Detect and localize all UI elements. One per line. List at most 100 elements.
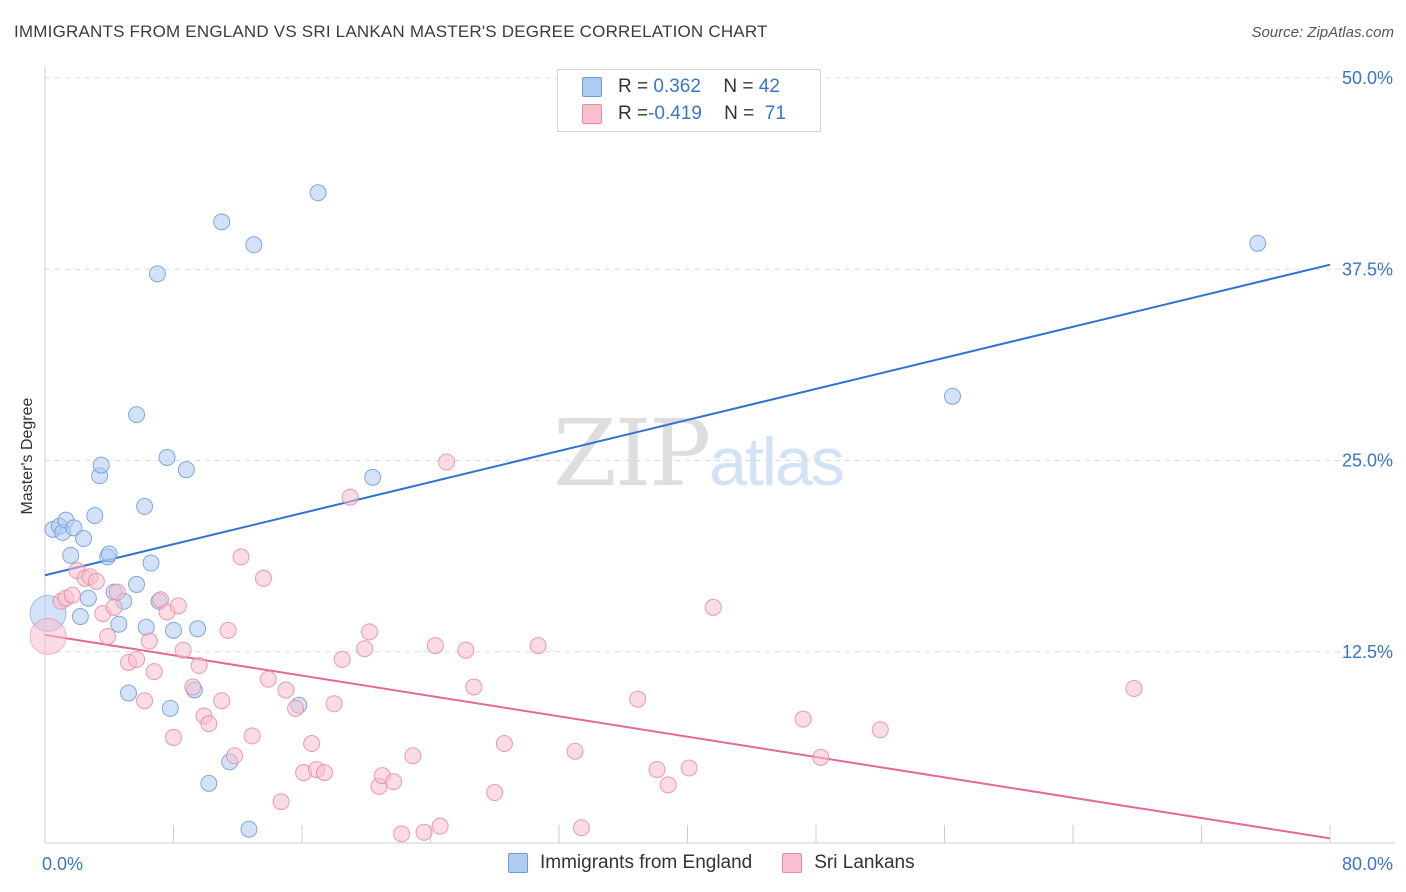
data-point-srilankan (272, 793, 290, 811)
data-point-srilankan (566, 742, 584, 760)
data-point-srilankan (704, 598, 722, 616)
data-point-srilankan (333, 650, 351, 668)
data-point-england (92, 456, 110, 474)
data-point-srilankan (871, 721, 889, 739)
data-point-srilankan (393, 825, 411, 843)
legend-r-value: -0.419 (648, 103, 702, 124)
data-point-srilankan (243, 727, 261, 745)
data-point-england (79, 589, 97, 607)
data-point-england (136, 497, 154, 515)
data-point-srilankan (360, 623, 378, 641)
data-point-england (245, 236, 263, 254)
legend-r-label: R = (618, 103, 649, 124)
data-point-srilankan (226, 747, 244, 765)
data-point-srilankan (190, 657, 208, 675)
data-point-england (944, 387, 962, 405)
legend-r-label: R = (618, 76, 649, 97)
legend-n-label: N = (724, 103, 755, 124)
data-point-srilankan (457, 641, 475, 659)
trend-line-srilankan (44, 633, 1331, 840)
data-point-srilankan (812, 748, 830, 766)
data-point-srilankan (438, 453, 456, 471)
legend-n-value: 71 (764, 103, 786, 124)
data-point-england (86, 507, 104, 525)
data-point-england (62, 546, 80, 564)
source-label: Source: ZipAtlas.com (1251, 24, 1394, 41)
data-point-srilankan (426, 637, 444, 655)
data-point-srilankan (232, 548, 250, 566)
data-point-srilankan (184, 678, 202, 696)
y-tick-label: 50.0% (1342, 68, 1393, 88)
y-axis-label: Master's Degree (19, 397, 36, 515)
data-point-srilankan (1125, 679, 1143, 697)
data-point-srilankan (341, 488, 359, 506)
axes (44, 66, 1395, 844)
gridlines (45, 77, 1395, 653)
data-point-srilankan (486, 784, 504, 802)
legend-row-england: R = 0.362 N = 42 (582, 74, 780, 100)
stats-legend: R = 0.362 N = 42 R = -0.419 N = 71 (557, 69, 821, 132)
data-point-srilankan (303, 735, 321, 753)
y-tick-label: 12.5% (1342, 642, 1393, 662)
data-point-england (120, 684, 138, 702)
data-point-england (161, 699, 179, 717)
data-point-england (75, 530, 93, 548)
data-point-srilankan (465, 678, 483, 696)
chart-title: IMMIGRANTS FROM ENGLAND VS SRI LANKAN MA… (14, 22, 768, 41)
data-point-srilankan (659, 776, 677, 794)
data-point-england (110, 615, 128, 633)
data-point-srilankan (254, 569, 272, 587)
data-point-england (177, 461, 195, 479)
data-point-england (200, 774, 218, 792)
data-point-srilankan (415, 823, 433, 841)
data-point-srilankan (404, 747, 422, 765)
data-point-srilankan (200, 715, 218, 733)
data-point-srilankan (219, 621, 237, 639)
data-point-srilankan (140, 632, 158, 650)
series-label-srilankan: Sri Lankans (814, 852, 915, 873)
data-point-england (165, 621, 182, 639)
data-point-england (142, 554, 160, 572)
trend-lines (44, 263, 1331, 840)
data-point-srilankan (385, 773, 403, 791)
data-point-srilankan (495, 735, 513, 753)
data-point-srilankan (128, 650, 146, 668)
legend-r-value: 0.362 (653, 76, 701, 97)
tick-labels: 12.5% 25.0% 37.5% 50.0% 0.0% 80.0% (42, 68, 1393, 874)
data-point-srilankan (572, 819, 590, 837)
data-points (29, 184, 1267, 843)
data-point-srilankan (165, 728, 182, 746)
data-point-srilankan (136, 692, 154, 710)
data-point-srilankan (169, 597, 187, 615)
data-point-srilankan (145, 663, 163, 681)
data-point-srilankan (325, 695, 343, 713)
data-point-srilankan (315, 764, 333, 782)
data-point-srilankan (99, 627, 117, 645)
series-swatch-england (508, 853, 528, 873)
series-swatch-srilankan (782, 853, 803, 873)
legend-swatch-england (582, 77, 602, 97)
data-point-srilankan (529, 637, 547, 655)
data-point-srilankan (680, 759, 698, 777)
data-point-england (65, 519, 83, 537)
data-point-srilankan (794, 710, 812, 728)
y-tick-label: 37.5% (1342, 259, 1393, 279)
data-point-srilankan (277, 681, 295, 699)
data-point-england (128, 575, 146, 593)
y-tick-label: 25.0% (1342, 451, 1393, 471)
data-point-srilankan (108, 583, 126, 601)
legend-n-value: 42 (758, 76, 780, 97)
legend-swatch-srilankan (582, 104, 602, 124)
data-point-srilankan (629, 690, 647, 708)
data-point-england (364, 468, 382, 486)
data-point-srilankan (63, 586, 81, 604)
data-point-srilankan (105, 598, 123, 616)
x-tick-label: 0.0% (42, 854, 83, 874)
data-point-england (128, 406, 146, 424)
x-tick-label: 80.0% (1342, 854, 1393, 874)
data-point-srilankan (431, 817, 449, 835)
data-point-srilankan-large (29, 617, 67, 655)
data-point-england (1249, 234, 1267, 252)
data-point-srilankan (174, 641, 192, 659)
